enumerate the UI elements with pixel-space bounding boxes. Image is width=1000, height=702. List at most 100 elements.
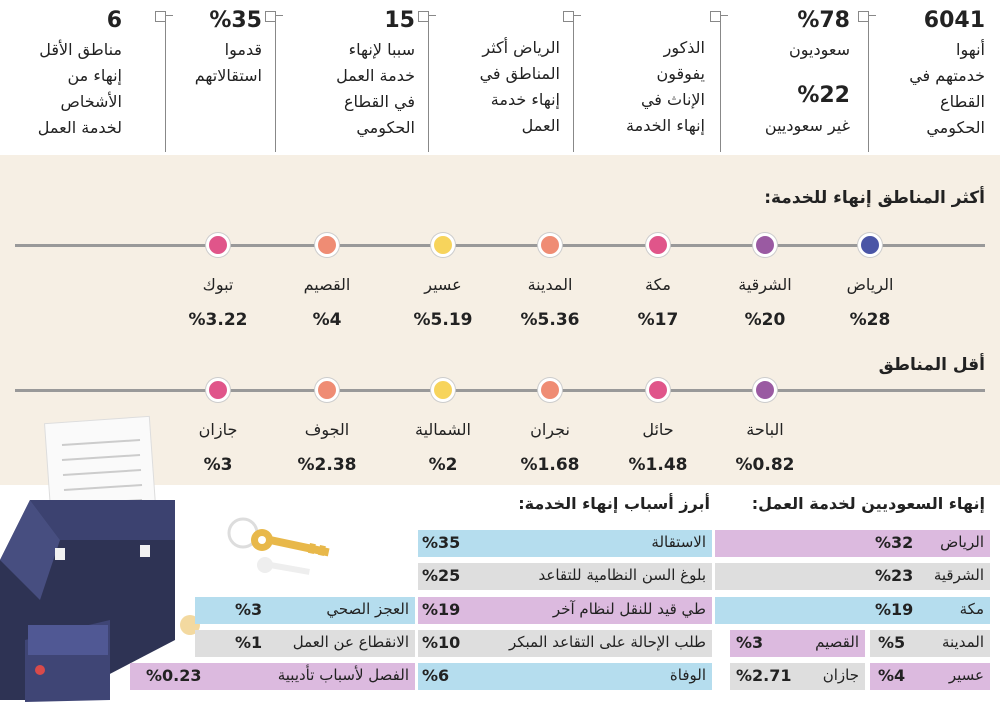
row-value: %25 — [422, 566, 461, 585]
stat-text: سببا لإنهاء — [348, 40, 415, 59]
timeline — [15, 244, 985, 247]
row-value: %35 — [422, 533, 461, 552]
region-dot — [315, 233, 339, 257]
region-name: الباحة — [746, 420, 784, 439]
row-name: بلوغ السن النظامية للتقاعد — [538, 566, 706, 584]
region-dot — [753, 378, 777, 402]
row-value: %19 — [875, 600, 914, 619]
table-cell — [195, 630, 415, 657]
region-dot — [538, 378, 562, 402]
region-value: %4 — [312, 310, 342, 330]
region-value: %2.38 — [297, 455, 357, 475]
row-name: المدينة — [941, 633, 984, 651]
stat-text: المناطق في — [479, 64, 560, 83]
region-name: نجران — [530, 420, 570, 439]
region-value: %3 — [203, 455, 233, 475]
stat-text: الأشخاص — [60, 92, 122, 111]
table-title: إنهاء السعوديين لخدمة العمل: — [751, 494, 985, 513]
stat-text: إنهاء من — [67, 66, 122, 85]
stat-text: خدمتهم في — [909, 66, 985, 85]
stat-text: الرياض أكثر — [482, 38, 560, 57]
row-value: %19 — [422, 600, 461, 619]
stat-text: الحكومي — [356, 118, 415, 137]
region-value: %3.22 — [188, 310, 248, 330]
stat-number: 15 — [384, 8, 415, 33]
stat-text: الإناث في — [640, 90, 705, 109]
row-name: الانقطاع عن العمل — [292, 633, 409, 651]
divider-icon — [265, 11, 276, 22]
row-name: الاستقالة — [651, 533, 706, 551]
region-value: %1.68 — [520, 455, 580, 475]
region-dot — [646, 378, 670, 402]
region-dot — [431, 233, 455, 257]
regions-panel — [0, 155, 1000, 485]
table-cell — [870, 663, 990, 690]
stat-text: إنهاء خدمة — [490, 90, 560, 109]
divider-tick — [428, 15, 436, 16]
row-name: القصيم — [815, 633, 859, 651]
region-value: %17 — [637, 310, 679, 330]
stat-text: مناطق الأقل — [39, 40, 122, 59]
column-divider — [868, 16, 869, 152]
region-dot — [538, 233, 562, 257]
table-cell — [195, 597, 415, 624]
row-value: %0.23 — [146, 666, 202, 685]
table-cell — [418, 630, 712, 657]
table-cell — [418, 563, 712, 590]
row-name: الشرقية — [933, 566, 984, 584]
stat-text: لخدمة العمل — [37, 118, 122, 137]
table-cell — [715, 530, 990, 557]
stat-number: %22 — [797, 83, 850, 108]
region-dot — [646, 233, 670, 257]
row-name: العجز الصحي — [326, 600, 409, 618]
stat-text: القطاع — [940, 92, 985, 111]
region-value: %5.19 — [413, 310, 473, 330]
stat-text: يفوقون — [656, 64, 705, 83]
timeline — [15, 389, 985, 392]
row-name: الفصل لأسباب تأديبية — [277, 666, 409, 684]
column-divider — [165, 16, 166, 152]
table-title: أبرز أسباب إنهاء الخدمة: — [518, 494, 710, 513]
divider-icon — [858, 11, 869, 22]
row-name: طلب الإحالة على التقاعد المبكر — [508, 633, 706, 651]
mailbox-illustration — [0, 415, 175, 702]
divider-tick — [275, 15, 283, 16]
region-dot — [431, 378, 455, 402]
row-name: مكة — [959, 600, 984, 618]
region-value: %5.36 — [520, 310, 580, 330]
region-name: حائل — [642, 420, 674, 439]
divider-icon — [418, 11, 429, 22]
divider-icon — [710, 11, 721, 22]
column-divider — [428, 16, 429, 152]
row-value: %32 — [875, 533, 914, 552]
table-cell — [715, 563, 990, 590]
region-dot — [206, 233, 230, 257]
section-title: أكثر المناطق إنهاء للخدمة: — [764, 188, 985, 208]
region-value: %0.82 — [735, 455, 795, 475]
stat-number: 6 — [106, 8, 122, 33]
column-divider — [720, 16, 721, 152]
region-value: %28 — [849, 310, 891, 330]
stat-text: استقالاتهم — [194, 66, 262, 85]
region-name: الرياض — [846, 275, 894, 294]
section-title: أقل المناطق — [878, 355, 985, 375]
region-dot — [315, 378, 339, 402]
column-divider — [573, 16, 574, 152]
row-value: %10 — [422, 633, 461, 652]
table-cell — [870, 630, 990, 657]
divider-tick — [573, 15, 581, 16]
region-dot — [753, 233, 777, 257]
stat-text: إنهاء الخدمة — [626, 116, 705, 135]
table-cell — [418, 663, 712, 690]
divider-tick — [165, 15, 173, 16]
row-name: جازان — [822, 666, 859, 684]
row-value: %2.71 — [736, 666, 792, 685]
row-value: %5 — [878, 633, 906, 652]
table-cell — [418, 530, 712, 557]
stat-text: خدمة العمل — [336, 66, 415, 85]
row-value: %6 — [422, 666, 450, 685]
region-name: مكة — [645, 275, 671, 294]
row-value: %3 — [736, 633, 764, 652]
divider-icon — [563, 11, 574, 22]
